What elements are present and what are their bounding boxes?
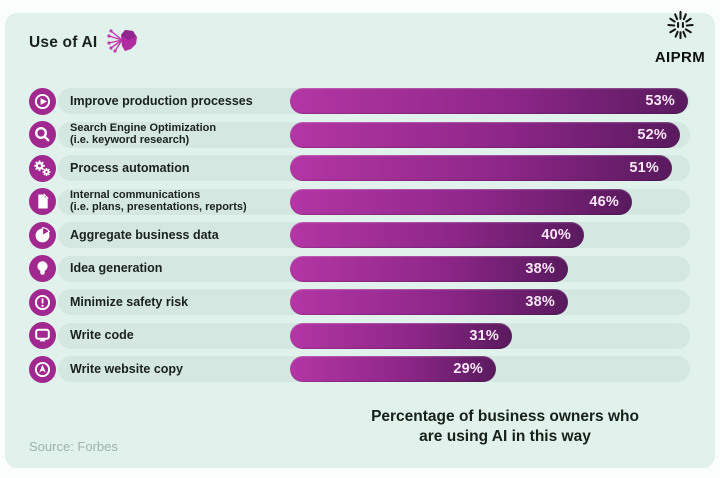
bar: 31% bbox=[290, 322, 512, 349]
row-label: Internal communications (i.e. plans, pre… bbox=[70, 189, 247, 215]
bar: 51% bbox=[290, 155, 672, 181]
row-label-line1: Aggregate business data bbox=[70, 227, 219, 242]
row-label-line1: Minimize safety risk bbox=[70, 294, 189, 309]
search-icon bbox=[29, 121, 56, 148]
chart-row: Write code 31% bbox=[29, 322, 690, 349]
bar: 40% bbox=[290, 222, 584, 248]
bar-track: Write code 31% bbox=[58, 322, 690, 349]
bar-track: Aggregate business data 40% bbox=[58, 222, 690, 248]
chart-row: Minimize safety risk 38% bbox=[29, 288, 690, 316]
bar-chart: Improve production processes 53% Search … bbox=[29, 87, 690, 390]
page-title: Use of AI bbox=[29, 33, 98, 51]
row-label-line1: Write website copy bbox=[70, 361, 183, 376]
bar-value-label: 29% bbox=[453, 361, 483, 377]
row-label: Improve production processes bbox=[70, 88, 253, 114]
caption-line1: Percentage of business owners who bbox=[371, 408, 639, 425]
bar-track: Search Engine Optimization (i.e. keyword… bbox=[58, 121, 690, 148]
bar-value-label: 31% bbox=[469, 327, 499, 344]
row-label: Aggregate business data bbox=[70, 222, 219, 248]
bar-value-label: 40% bbox=[541, 227, 571, 243]
bar: 53% bbox=[290, 88, 688, 114]
row-label-line1: Internal communications bbox=[70, 189, 201, 201]
bar-value-label: 38% bbox=[525, 260, 555, 277]
chart-row: Idea generation 38% bbox=[29, 255, 690, 282]
bar: 52% bbox=[290, 121, 680, 148]
monitor-icon bbox=[29, 322, 56, 349]
caption-line2: are using AI in this way bbox=[419, 427, 591, 445]
bar-value-label: 52% bbox=[637, 126, 667, 143]
ai-head-icon bbox=[106, 26, 140, 59]
pie-chart-icon bbox=[29, 221, 56, 249]
bar-value-label: 53% bbox=[645, 93, 675, 109]
bar-value-label: 51% bbox=[629, 160, 659, 176]
bar: 29% bbox=[290, 356, 496, 382]
row-label-line2: (i.e. keyword research) bbox=[70, 133, 190, 146]
row-label: Process automation bbox=[70, 155, 189, 181]
row-label: Minimize safety risk bbox=[70, 289, 188, 315]
bar-track: Idea generation 38% bbox=[58, 255, 690, 282]
aiprm-logo-icon bbox=[663, 8, 698, 48]
row-label-line1: Idea generation bbox=[70, 261, 163, 275]
bar-track: Minimize safety risk 38% bbox=[58, 289, 690, 315]
source-label: Source: Forbes bbox=[29, 439, 118, 454]
bar-value-label: 38% bbox=[525, 294, 555, 310]
bar: 38% bbox=[290, 289, 568, 315]
row-label: Write code bbox=[70, 323, 134, 349]
aiprm-logo-text: AIPRM bbox=[654, 49, 706, 66]
bar-value-label: 46% bbox=[589, 193, 619, 210]
row-label-line2: (i.e. plans, presentations, reports) bbox=[70, 200, 247, 213]
row-label: Idea generation bbox=[70, 256, 162, 282]
lightbulb-icon bbox=[29, 255, 56, 282]
document-icon bbox=[29, 188, 56, 215]
compass-arrow-icon bbox=[29, 355, 56, 383]
play-circle-icon bbox=[29, 87, 56, 115]
chart-row: Improve production processes 53% bbox=[29, 87, 690, 115]
chart-row: Internal communications (i.e. plans, pre… bbox=[29, 188, 690, 215]
row-label: Search Engine Optimization (i.e. keyword… bbox=[70, 122, 216, 148]
chart-row: Aggregate business data 40% bbox=[29, 221, 690, 249]
bar-track: Process automation 51% bbox=[58, 155, 690, 181]
row-label-line1: Improve production processes bbox=[70, 93, 253, 108]
bar-track: Internal communications (i.e. plans, pre… bbox=[58, 188, 690, 215]
chart-row: Write website copy 29% bbox=[29, 355, 690, 383]
row-label: Write website copy bbox=[70, 356, 183, 382]
row-label-line1: Search Engine Optimization bbox=[70, 122, 217, 134]
chart-row: Process automation 51% bbox=[29, 154, 690, 182]
aiprm-logo: AIPRM bbox=[650, 8, 710, 66]
bar: 38% bbox=[290, 255, 568, 282]
alert-icon bbox=[29, 288, 56, 316]
bar: 46% bbox=[290, 188, 632, 215]
chart-caption: Percentage of business owners who are us… bbox=[340, 407, 670, 446]
bar-track: Write website copy 29% bbox=[58, 356, 690, 382]
bar-track: Improve production processes 53% bbox=[58, 88, 690, 114]
row-label-line1: Process automation bbox=[70, 160, 190, 175]
header: Use of AI bbox=[29, 26, 140, 59]
gears-icon bbox=[29, 154, 56, 182]
chart-row: Search Engine Optimization (i.e. keyword… bbox=[29, 121, 690, 148]
row-label-line1: Write code bbox=[70, 328, 134, 342]
